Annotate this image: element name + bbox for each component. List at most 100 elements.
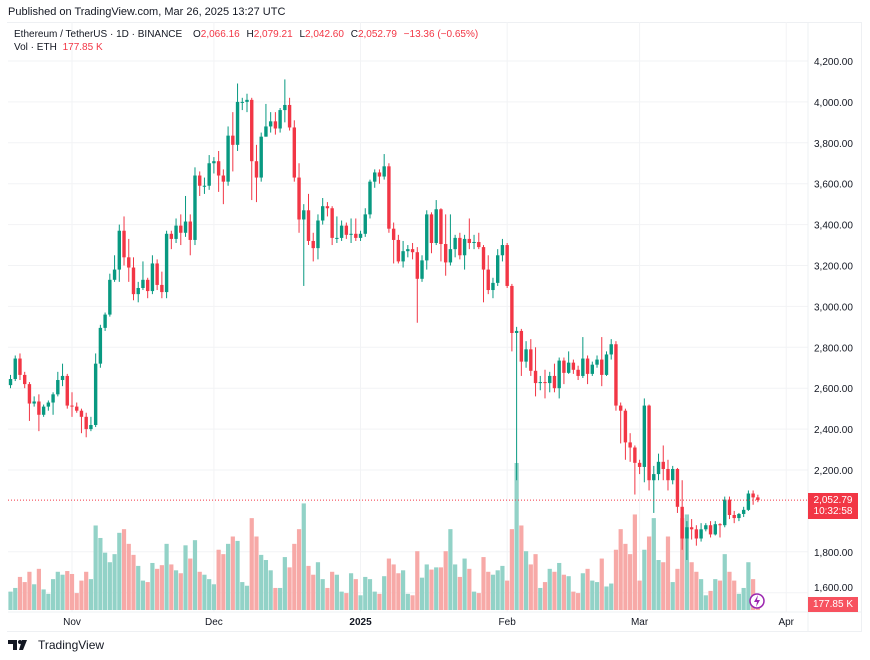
y-tick-label: 3,400.00 [814, 221, 853, 232]
candle-body [727, 499, 732, 515]
candle-body [477, 241, 481, 248]
candle-body [202, 185, 207, 187]
candle-body [373, 172, 377, 182]
candle-body [27, 384, 32, 404]
volume-bar [599, 558, 604, 610]
published-caption: Published on TradingView.com, Mar 26, 20… [8, 6, 286, 18]
candle-body [122, 230, 126, 258]
candle-body [685, 527, 689, 539]
volume-bar [467, 568, 472, 610]
candle-body [576, 369, 580, 376]
volume-bar [240, 582, 245, 610]
volume-bar [353, 579, 358, 610]
volume-bar [571, 591, 576, 610]
candle-body [179, 225, 183, 233]
candle-body [642, 405, 647, 467]
volume-bar [273, 587, 278, 610]
candle-body [316, 220, 320, 249]
volume-bar [670, 582, 675, 610]
volume-bar [542, 582, 548, 610]
volume-bar [722, 554, 727, 610]
volume-bar [580, 573, 585, 610]
volume-bar [623, 543, 628, 610]
volume-bar [8, 591, 13, 610]
open-value: 2,066.16 [200, 29, 240, 40]
current-price-badge: 2,052.79 10:32:58 [808, 493, 858, 519]
footer-logo[interactable]: TradingView [8, 638, 104, 652]
candle-body [155, 263, 159, 285]
volume-bar [344, 593, 349, 610]
candle-body [108, 279, 112, 315]
volume-bar [703, 595, 708, 610]
current-price-value: 2,052.79 [813, 495, 853, 506]
symbol-title[interactable]: Ethereum / TetherUS · 1D · BINANCE [14, 29, 183, 40]
close-value: 2,052.79 [357, 29, 397, 40]
candle-body [245, 99, 249, 102]
candle-body [652, 474, 656, 481]
candle-body [491, 282, 495, 291]
candle-body [628, 442, 632, 448]
candle-body [741, 509, 746, 514]
volume-bar [50, 579, 56, 610]
volume-badge: 177.85 K [808, 597, 858, 612]
volume-bar [155, 568, 160, 610]
candle-body [193, 175, 197, 240]
volume-bar [169, 564, 174, 610]
volume-bar [642, 549, 647, 610]
candle-body [415, 252, 419, 279]
volume-bar [661, 562, 666, 610]
candle-body [524, 349, 528, 362]
volume-bar [372, 591, 377, 610]
volume-bar [254, 536, 259, 610]
candle-body [614, 344, 618, 406]
volume-bar [22, 582, 27, 610]
volume-bar [192, 540, 198, 610]
volume-bar [164, 543, 169, 610]
candle-body [273, 121, 278, 129]
volume-bar [282, 557, 287, 610]
volume-bar [244, 585, 250, 610]
volume-bar [159, 565, 164, 610]
volume-bar [618, 529, 623, 610]
candle-body [510, 285, 514, 333]
candle-body [150, 263, 155, 292]
volume-bar [315, 562, 321, 610]
volume-bar [590, 580, 595, 610]
candle-body [595, 359, 599, 365]
y-tick-label: 3,000.00 [814, 302, 853, 313]
volume-bar [98, 537, 103, 610]
candle-body [302, 210, 306, 220]
y-tick-label: 1,600.00 [814, 583, 853, 594]
candle-body [458, 237, 462, 256]
candle-body [235, 101, 240, 145]
candle-body [325, 206, 330, 209]
candle-body [183, 221, 188, 233]
candle-body [410, 249, 415, 253]
volume-bar [448, 529, 453, 610]
volume-label[interactable]: Vol · ETH [14, 42, 57, 53]
candle-body [562, 360, 566, 373]
volume-bar [339, 591, 344, 610]
volume-bar [415, 551, 420, 610]
volume-bar [429, 569, 434, 610]
candle-body [566, 362, 571, 373]
candle-body [680, 506, 684, 539]
volume-bar [178, 573, 183, 610]
candle-body [406, 249, 410, 252]
candle-body [751, 493, 755, 498]
candle-body [538, 382, 542, 384]
candle-body [737, 513, 741, 519]
volume-bar [684, 514, 689, 610]
candle-body [344, 225, 349, 235]
volume-bar [628, 554, 633, 610]
candle-body [467, 238, 472, 244]
volume-bar [348, 573, 354, 610]
volume-bar [651, 518, 656, 610]
candle-body [292, 127, 297, 178]
candle-body [216, 161, 221, 176]
candle-body [557, 360, 561, 389]
candle-body [127, 257, 131, 268]
volume-bar [609, 583, 614, 610]
volume-bar [632, 514, 637, 610]
